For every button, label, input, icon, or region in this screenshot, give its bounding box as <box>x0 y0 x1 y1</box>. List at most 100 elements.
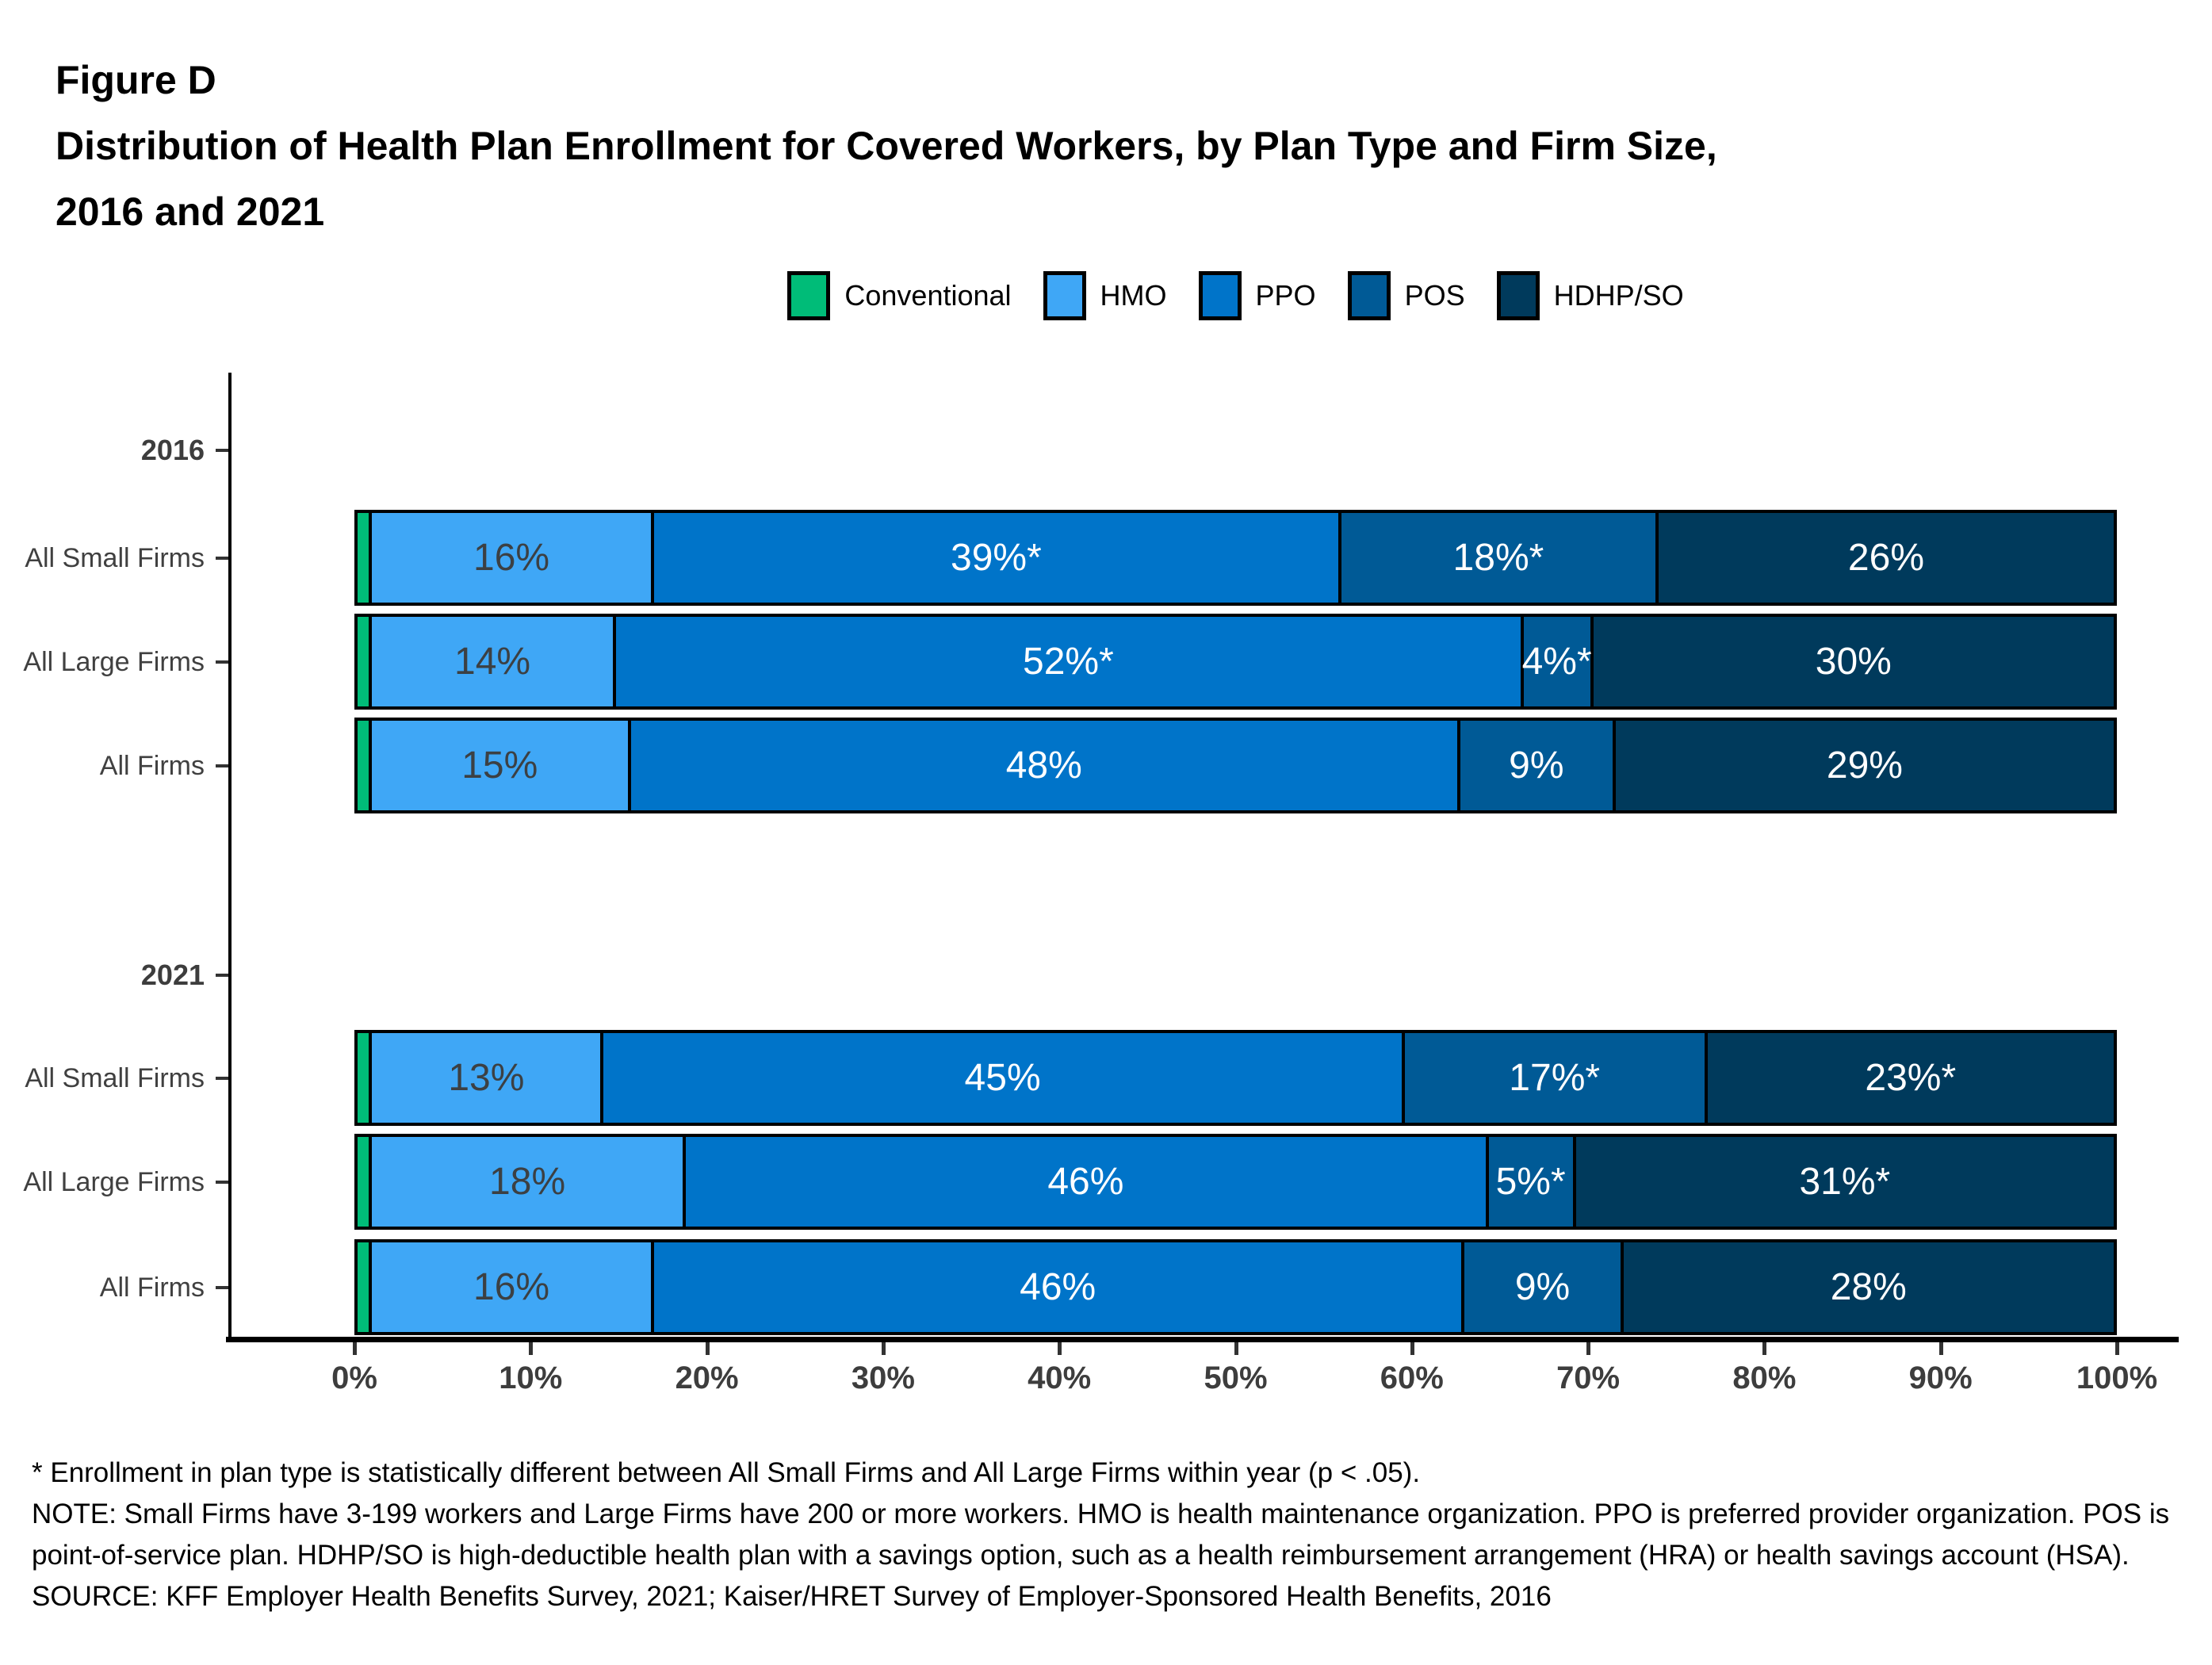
bar-row: 14% 52%* 4%* 30% <box>354 614 2117 710</box>
y-axis-line <box>228 373 232 1341</box>
x-tick-label: 80% <box>1732 1361 1797 1395</box>
bar-segment-label: 26% <box>1847 537 1924 579</box>
bar-segment-ppo: 45% <box>603 1030 1405 1126</box>
year-label-2021: 2021 <box>140 959 205 991</box>
bar-segment-label: 13% <box>448 1057 525 1099</box>
legend-label: PPO <box>1255 279 1316 312</box>
x-tick-mark <box>705 1342 710 1355</box>
bar-segment-label: 18%* <box>1452 537 1544 579</box>
x-tick-label: 10% <box>499 1361 563 1395</box>
footnote-source: SOURCE: KFF Employer Health Benefits Sur… <box>32 1581 1552 1612</box>
x-axis-line <box>226 1337 2179 1342</box>
bar-segment-ppo: 46% <box>653 1239 1465 1335</box>
bar-segment-pos: 4%* <box>1522 614 1594 710</box>
row-tick <box>216 556 228 560</box>
bar-segment-label: 15% <box>461 744 538 787</box>
bar-row: 16% 39%* 18%* 26% <box>354 510 2117 606</box>
year-tick <box>216 974 228 977</box>
bar-segment-label: 17%* <box>1509 1057 1601 1099</box>
bar-segment-ppo: 52%* <box>616 614 1524 710</box>
bar-segment-hmo: 15% <box>371 718 631 813</box>
x-tick-mark <box>1234 1342 1238 1355</box>
legend: Conventional HMO PPO POS HDHP/SO <box>354 268 2117 323</box>
bar-segment-ppo: 46% <box>686 1134 1489 1230</box>
bar-segment-label: 31%* <box>1799 1161 1891 1203</box>
year-tick <box>216 449 228 452</box>
x-tick-label: 100% <box>2076 1361 2158 1395</box>
bar-segment-label: 16% <box>473 537 550 579</box>
bar-segment-hmo: 18% <box>372 1134 687 1230</box>
bar-segment-label: 5%* <box>1495 1161 1566 1203</box>
legend-label: Conventional <box>844 279 1012 312</box>
legend-swatch-ppo <box>1198 271 1242 320</box>
legend-item: POS <box>1347 271 1465 320</box>
bar-segment-conventional <box>354 510 373 606</box>
bar-segment-label: 30% <box>1815 641 1892 683</box>
bar-segment-hdhp-so: 26% <box>1658 510 2117 606</box>
bar-segment-hdhp-so: 30% <box>1593 614 2117 710</box>
footnotes: * Enrollment in plan type is statistical… <box>32 1453 2191 1617</box>
row-label: All Large Firms <box>23 646 205 677</box>
bar-segment-hdhp-so: 29% <box>1615 718 2117 813</box>
legend-label: HMO <box>1100 279 1167 312</box>
legend-item: HDHP/SO <box>1496 271 1684 320</box>
legend-item: HMO <box>1043 271 1167 320</box>
bar-segment-hmo: 16% <box>372 1239 654 1335</box>
legend-item: Conventional <box>787 271 1012 320</box>
row-tick <box>216 660 228 664</box>
row-tick <box>216 764 228 767</box>
bar-segment-hdhp-so: 31%* <box>1575 1134 2117 1230</box>
bar-segment-label: 46% <box>1020 1266 1096 1308</box>
bar-segment-ppo: 48% <box>630 718 1460 813</box>
x-tick-label: 30% <box>851 1361 915 1395</box>
x-tick-label: 40% <box>1028 1361 1092 1395</box>
bar-segment-conventional <box>354 614 372 710</box>
bar-segment-label: 45% <box>964 1057 1041 1099</box>
bar-segment-conventional <box>354 1134 372 1230</box>
bar-segment-label: 18% <box>489 1161 566 1203</box>
bar-row: 18% 46% 5%* 31%* <box>354 1134 2117 1230</box>
bar-segment-label: 46% <box>1047 1161 1124 1203</box>
bar-segment-hdhp-so: 28% <box>1623 1239 2117 1335</box>
x-tick-mark <box>1938 1342 1943 1355</box>
bar-segment-label: 14% <box>454 641 531 683</box>
x-tick-mark <box>2115 1342 2119 1355</box>
year-label-2016: 2016 <box>140 434 205 466</box>
bar-row: 15% 48% 9% 29% <box>354 718 2117 813</box>
row-label: All Large Firms <box>23 1166 205 1197</box>
chart-title-line2: 2016 and 2021 <box>55 189 325 234</box>
x-tick-label: 60% <box>1380 1361 1444 1395</box>
x-tick-mark <box>1410 1342 1414 1355</box>
row-label: All Firms <box>99 1272 205 1303</box>
bar-segment-hdhp-so: 23%* <box>1707 1030 2117 1126</box>
x-tick-label: 50% <box>1204 1361 1268 1395</box>
bar-segment-label: 9% <box>1514 1266 1571 1308</box>
row-label: All Firms <box>99 750 205 781</box>
legend-label: POS <box>1404 279 1465 312</box>
bar-segment-pos: 9% <box>1460 718 1616 813</box>
legend-swatch-pos <box>1347 271 1391 320</box>
footnote-asterisk: * Enrollment in plan type is statistical… <box>32 1457 1421 1488</box>
chart-title-line1: Distribution of Health Plan Enrollment f… <box>55 124 1717 168</box>
bar-segment-conventional <box>354 1239 373 1335</box>
x-tick-label: 0% <box>331 1361 377 1395</box>
x-tick-mark <box>1586 1342 1591 1355</box>
x-tick-mark <box>529 1342 534 1355</box>
legend-label: HDHP/SO <box>1553 279 1684 312</box>
bar-segment-label: 29% <box>1826 744 1903 787</box>
x-tick-mark <box>1058 1342 1062 1355</box>
legend-item: PPO <box>1198 271 1316 320</box>
bar-segment-pos: 9% <box>1464 1239 1624 1335</box>
x-tick-label: 20% <box>675 1361 739 1395</box>
bar-segment-label: 28% <box>1830 1266 1907 1308</box>
x-tick-label: 70% <box>1556 1361 1621 1395</box>
bar-segment-pos: 17%* <box>1404 1030 1708 1126</box>
row-label: All Small Firms <box>25 542 205 573</box>
row-label: All Small Firms <box>25 1062 205 1093</box>
bar-segment-label: 52%* <box>1023 641 1114 683</box>
bar-segment-label: 9% <box>1509 744 1564 787</box>
x-tick-mark <box>1762 1342 1767 1355</box>
bar-segment-hmo: 14% <box>372 614 617 710</box>
x-tick-mark <box>353 1342 357 1355</box>
